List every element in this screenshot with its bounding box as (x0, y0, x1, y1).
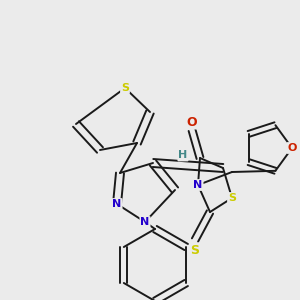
Text: N: N (140, 217, 150, 227)
Text: S: S (190, 244, 200, 256)
Text: N: N (194, 180, 202, 190)
Text: N: N (112, 199, 122, 209)
Text: S: S (121, 83, 129, 93)
Text: O: O (287, 143, 297, 153)
Text: H: H (178, 151, 188, 160)
Text: O: O (187, 116, 197, 128)
Text: S: S (228, 193, 236, 203)
